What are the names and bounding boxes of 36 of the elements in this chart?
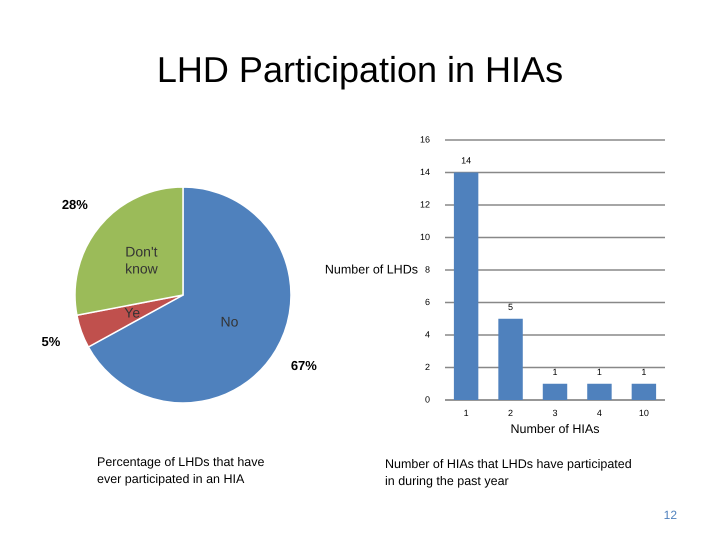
y-tick-label: 6 [424,296,430,307]
x-tick-label: 10 [638,408,649,418]
y-tick-label: 4 [424,329,430,340]
bar [542,384,568,400]
y-tick-label: 10 [420,232,430,242]
x-tick-label: 2 [508,408,514,418]
y-axis-title: Number of LHDs [324,262,418,276]
slice-label: Don't know [125,243,159,276]
bar [587,384,612,400]
data-label: 5 [508,302,514,312]
text: Percentage of LHDs that have ever participated in an HIA [97,455,265,486]
y-tick-label: 2 [424,362,430,372]
x-axis-title: Number of HIAs [510,422,600,436]
text: Number of HIAs that LHDs have participated in during the past year [385,457,632,488]
text: 12 [664,508,678,522]
bar [454,172,478,400]
bar [498,318,523,400]
data-label: 14 [461,156,472,166]
data-label: 28% [62,196,88,212]
data-label: 1 [641,366,646,377]
data-label: 1 [596,366,602,377]
y-tick-label: 0 [424,394,430,404]
y-tick-label: 14 [420,166,430,177]
slice-label: No [220,313,239,330]
y-tick-label: 8 [424,264,430,274]
x-tick-label: 4 [596,408,602,418]
bar [632,384,656,400]
data-label: 67% [290,358,318,373]
y-tick-label: 16 [420,134,430,144]
y-tick-label: 12 [420,199,430,210]
data-label: 5% [42,334,61,349]
chart-title: LHD Participation in HIAs [156,49,564,90]
slice-label: Ye [124,304,140,320]
data-label: 1 [552,366,558,377]
x-tick-label: 3 [552,408,558,418]
x-tick-label: 1 [464,408,469,418]
